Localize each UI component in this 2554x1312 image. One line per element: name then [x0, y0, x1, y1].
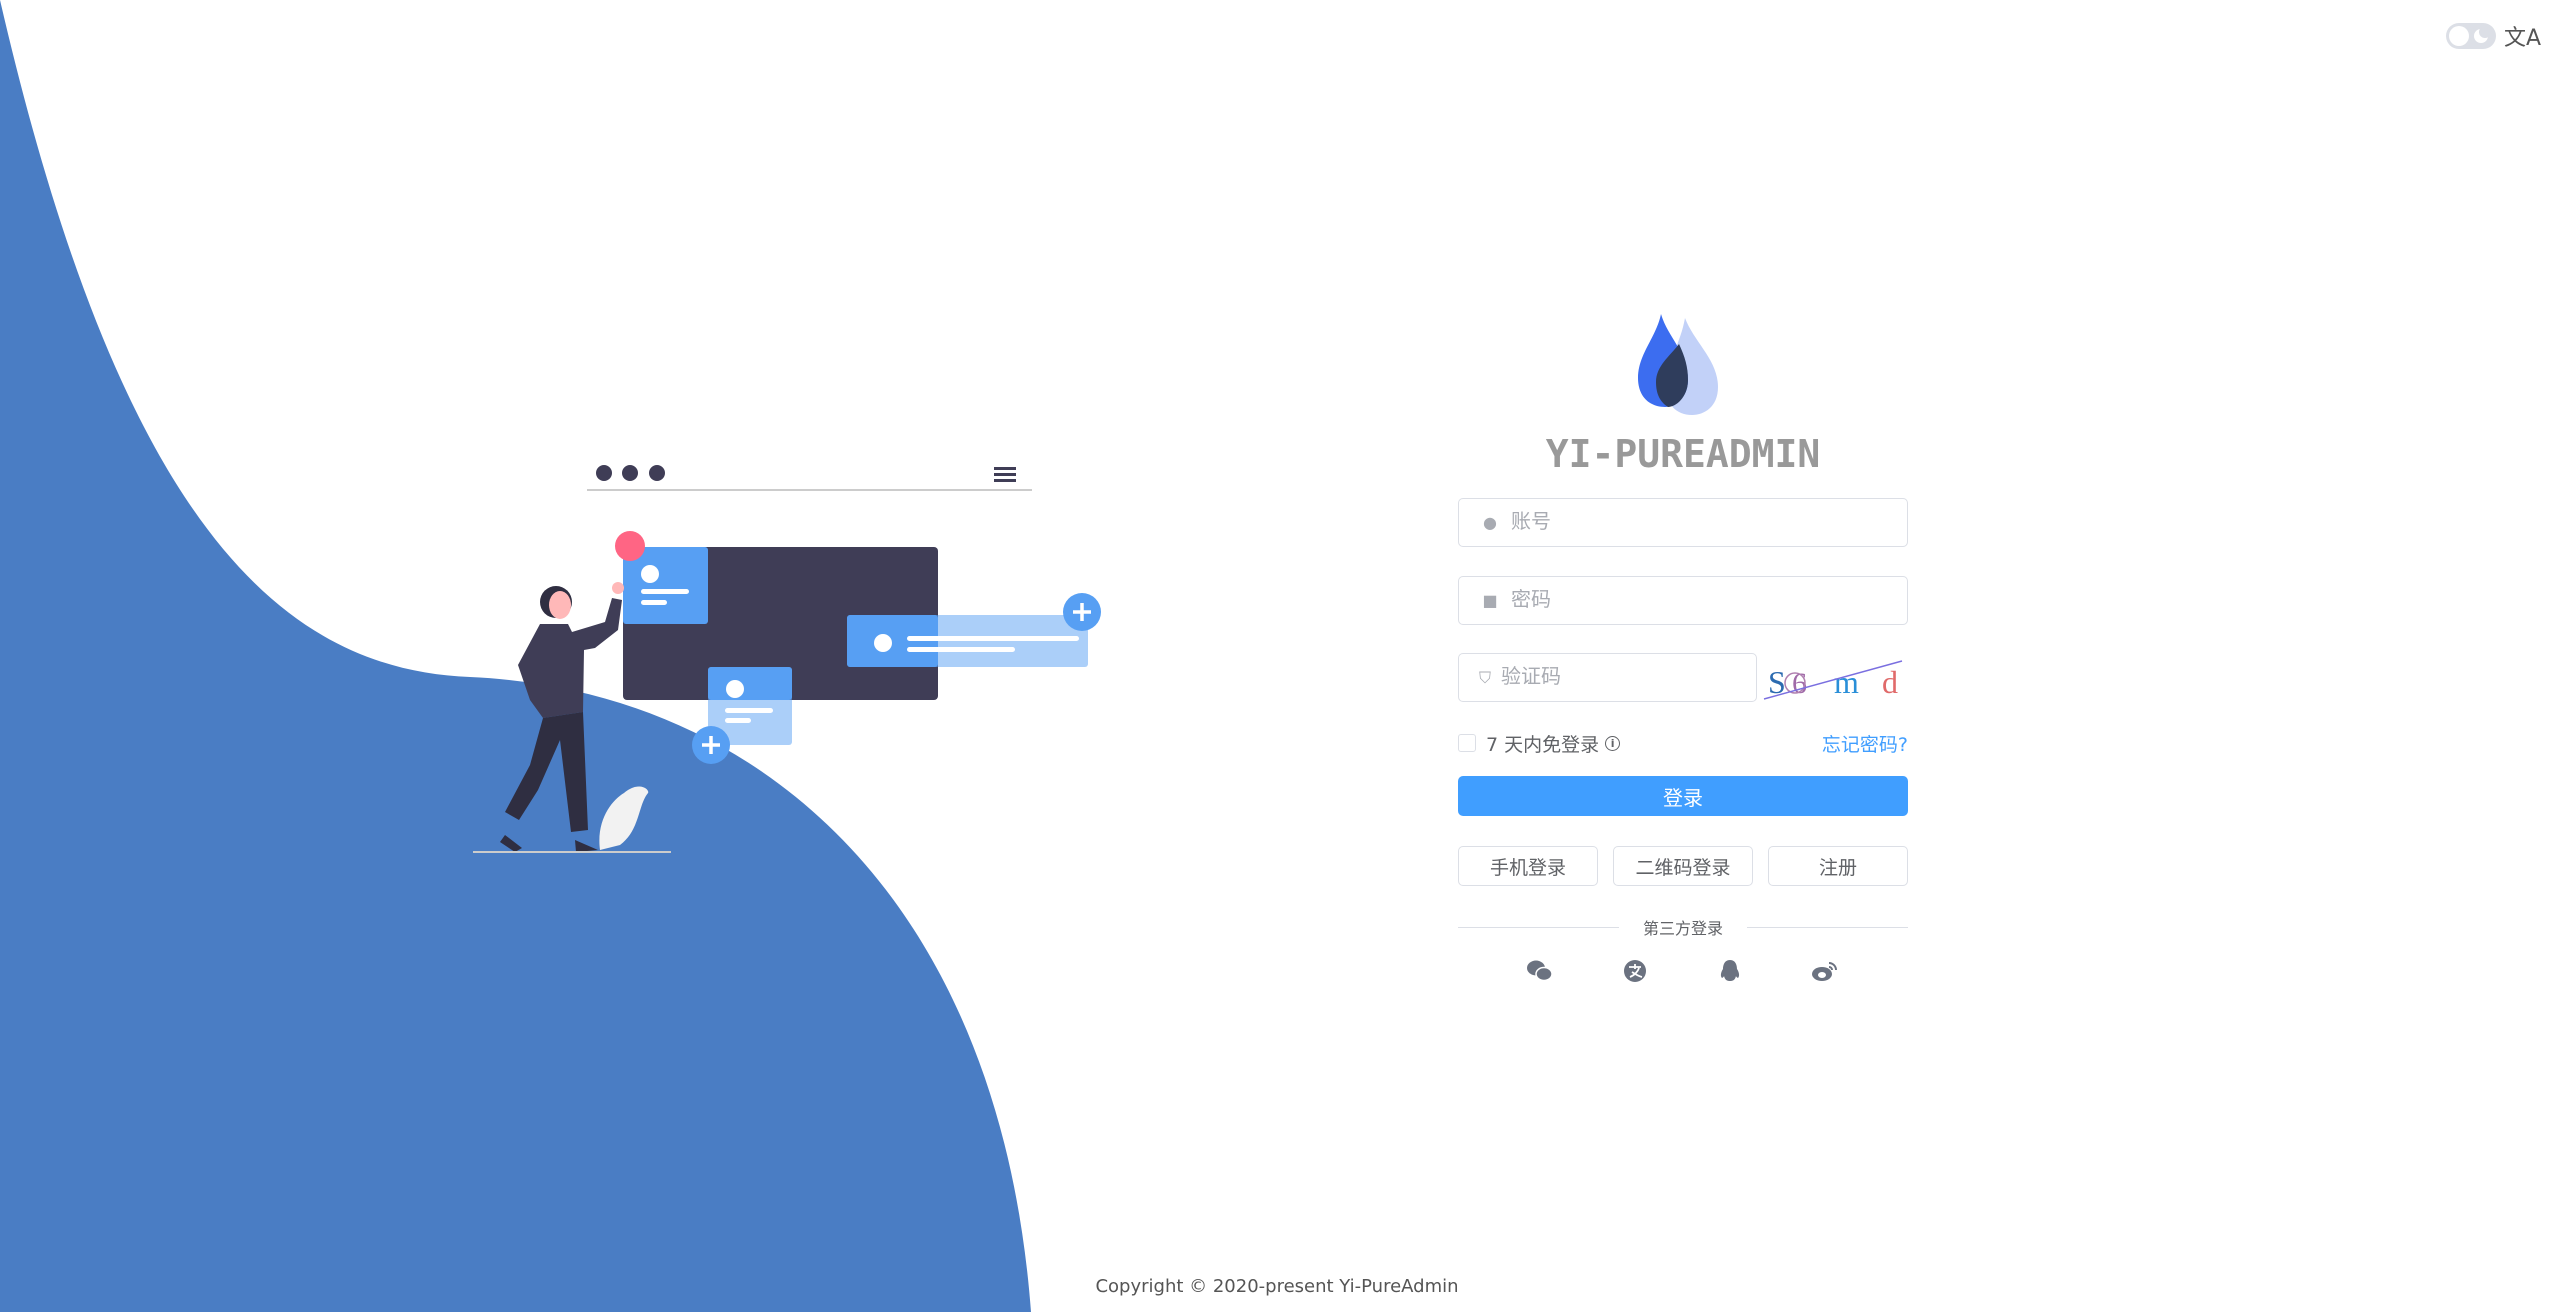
user-icon: ● [1483, 513, 1497, 532]
captcha-field[interactable]: ⛉ [1458, 653, 1767, 702]
moon-icon [2474, 26, 2491, 43]
remember-label: 7 天内免登录 [1486, 733, 1600, 756]
password-field[interactable]: ■ [1458, 576, 1908, 625]
login-button[interactable]: 登录 [1458, 776, 1908, 816]
captcha-char: d [1882, 664, 1898, 700]
remember-checkbox[interactable]: 7 天内免登录 i [1458, 730, 1621, 757]
phone-login-button[interactable]: 手机登录 [1458, 846, 1598, 886]
captcha-image[interactable]: S 6 m d [1762, 655, 1908, 701]
theme-toggle[interactable] [2446, 23, 2496, 49]
third-party-label: 第三方登录 [1643, 919, 1724, 938]
username-input[interactable] [1511, 511, 1907, 534]
browser-illustration [587, 465, 1101, 764]
lock-icon: ■ [1482, 591, 1498, 610]
background-wave [0, 0, 1031, 1312]
forgot-password-link[interactable]: 忘记密码? [1821, 733, 1908, 756]
register-button[interactable]: 注册 [1768, 846, 1908, 886]
qr-login-button[interactable]: 二维码登录 [1613, 846, 1753, 886]
password-input[interactable] [1511, 589, 1907, 612]
captcha-char: m [1834, 664, 1859, 700]
remember-row: 7 天内免登录 i 忘记密码? [1458, 729, 1908, 757]
username-field[interactable]: ● [1458, 498, 1908, 547]
app-title: YI-PUREADMIN [1545, 432, 1821, 476]
weibo-icon[interactable] [1810, 956, 1840, 986]
captcha-char: S [1768, 664, 1786, 700]
toggle-knob [2449, 26, 2469, 46]
captcha-char: 6 [1792, 667, 1807, 700]
translate-icon[interactable]: 文A [2504, 26, 2542, 51]
qq-icon[interactable] [1715, 956, 1745, 986]
alipay-icon[interactable] [1620, 956, 1650, 986]
logo-icon [1638, 314, 1718, 415]
wechat-icon[interactable] [1525, 956, 1555, 986]
person-illustration [473, 582, 671, 853]
info-icon[interactable]: i [1605, 735, 1621, 751]
checkbox-box[interactable] [1458, 734, 1476, 752]
captcha-input[interactable] [1501, 666, 1767, 689]
shield-icon: ⛉ [1479, 667, 1492, 687]
third-party-divider: 第三方登录 [1458, 916, 1909, 938]
copyright: Copyright © 2020-present Yi-PureAdmin [1095, 1276, 1459, 1297]
